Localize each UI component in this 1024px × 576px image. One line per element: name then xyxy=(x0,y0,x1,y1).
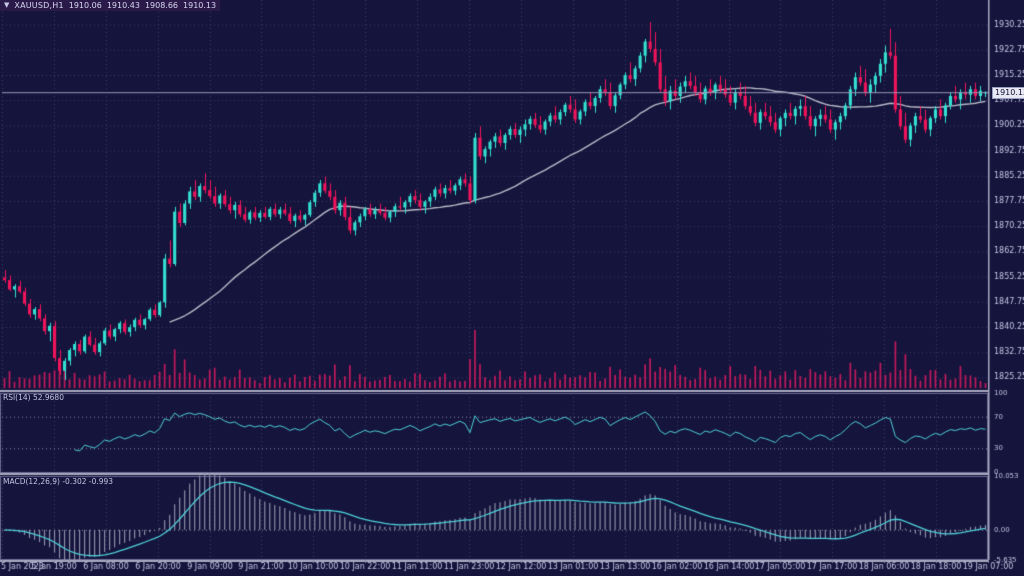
ohlc-high: 1910.43 xyxy=(106,1,140,10)
macd-indicator-label: MACD(12,26,9) -0.302 -0.993 xyxy=(3,477,114,486)
chevron-down-icon[interactable]: ▼ xyxy=(4,1,10,9)
rsi-indicator-label: RSI(14) 52.9680 xyxy=(3,393,64,402)
ohlc-low: 1908.66 xyxy=(144,1,179,10)
symbol-label: XAUUSD,H1 xyxy=(14,1,64,10)
ohlc-close: 1910.13 xyxy=(183,1,217,10)
current-price-tag: 1910.13 xyxy=(992,87,1024,100)
ohlc-open: 1910.06 xyxy=(68,1,102,10)
symbol-header[interactable]: ▼ XAUUSD,H1 1910.06 1910.43 1908.66 1910… xyxy=(0,0,221,11)
